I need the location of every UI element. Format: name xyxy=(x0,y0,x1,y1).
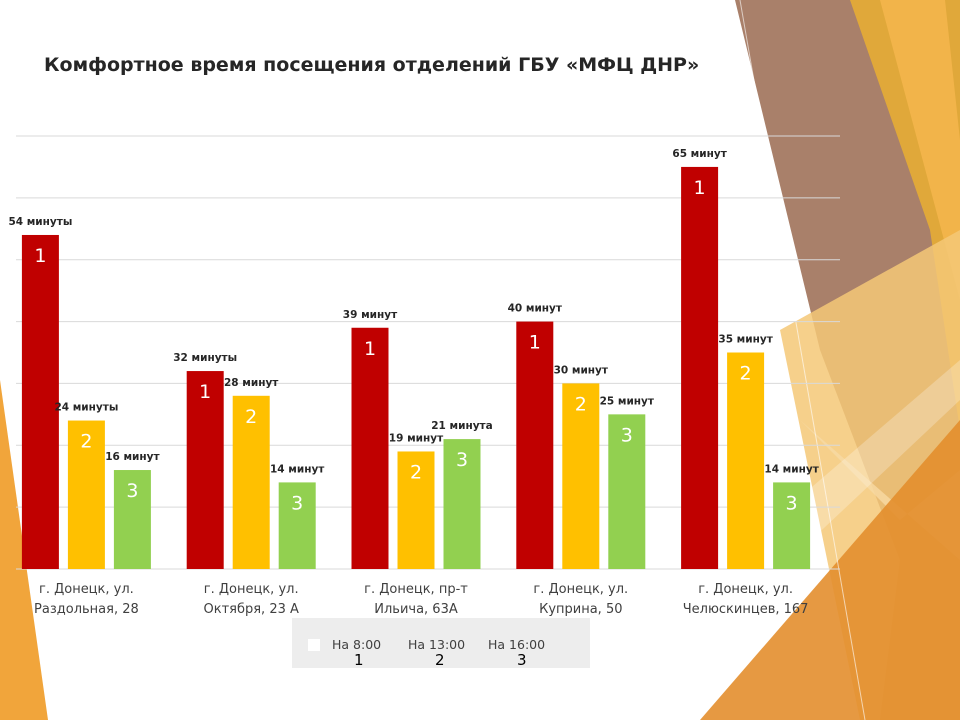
bar xyxy=(397,451,435,569)
bar-marker: 2 xyxy=(575,393,587,415)
bar-marker: 2 xyxy=(245,406,257,428)
category-label: г. Донецк, ул. xyxy=(698,582,793,597)
bar xyxy=(443,439,481,569)
bar-marker: 3 xyxy=(621,424,633,446)
bar-marker: 1 xyxy=(199,381,211,403)
data-label: 14 минут xyxy=(764,463,819,475)
bar-marker: 3 xyxy=(126,480,138,502)
bar xyxy=(727,352,765,569)
bar-marker: 1 xyxy=(364,338,376,360)
legend-item-8: На 8:00 xyxy=(332,637,382,652)
legend-marker-3: 3 xyxy=(517,651,527,669)
bar-marker: 3 xyxy=(456,449,468,471)
category-label: Куприна, 50 xyxy=(539,602,622,617)
data-label: 28 минут xyxy=(224,377,279,389)
data-label: 24 минуты xyxy=(54,402,118,414)
data-label: 14 минут xyxy=(270,463,325,475)
bar xyxy=(351,327,389,569)
bar xyxy=(21,234,59,569)
category-label: г. Донецк, пр-т xyxy=(364,582,468,597)
data-label: 21 минута xyxy=(431,420,492,432)
legend-item-16: На 16:00 xyxy=(488,637,546,652)
legend-swatch xyxy=(308,639,320,651)
data-label: 65 минут xyxy=(672,148,727,160)
bar xyxy=(67,420,105,569)
category-label: Ильича, 63А xyxy=(374,602,458,617)
bar-marker: 2 xyxy=(80,431,92,453)
bar-marker: 1 xyxy=(34,245,46,267)
legend-marker-2: 2 xyxy=(435,651,445,669)
data-label: 39 минут xyxy=(343,309,398,321)
category-label: г. Донецк, ул. xyxy=(204,582,299,597)
bar xyxy=(608,414,646,569)
bar xyxy=(186,371,224,569)
data-label: 32 минуты xyxy=(173,352,237,364)
category-label: Челюскинцев, 167 xyxy=(683,602,809,617)
legend-marker-1: 1 xyxy=(354,651,364,669)
bar-marker: 3 xyxy=(291,492,303,514)
chart-title: Комфортное время посещения отделений ГБУ… xyxy=(44,54,700,76)
bar xyxy=(773,482,811,569)
category-label: Октября, 23 А xyxy=(203,602,299,617)
data-label: 40 минут xyxy=(508,303,563,315)
bar-marker: 1 xyxy=(694,177,706,199)
bar xyxy=(562,383,600,569)
bar xyxy=(516,321,554,569)
bar xyxy=(681,166,719,569)
data-label: 25 минут xyxy=(600,395,655,407)
bar-marker: 2 xyxy=(410,461,422,483)
bar xyxy=(113,470,151,569)
bar-marker: 1 xyxy=(529,332,541,354)
data-label: 35 минут xyxy=(718,334,773,346)
data-label: 30 минут xyxy=(554,364,609,376)
bar-marker: 2 xyxy=(740,363,752,385)
bar-marker: 3 xyxy=(786,492,798,514)
legend-item-13: На 13:00 xyxy=(408,637,466,652)
data-label: 16 минут xyxy=(105,451,160,463)
bar xyxy=(232,395,270,569)
legend: На 8:00 На 13:00 На 16:00 1 2 3 xyxy=(292,618,590,669)
data-label: 19 минут xyxy=(389,432,444,444)
category-label: г. Донецк, ул. xyxy=(39,582,134,597)
category-label: г. Донецк, ул. xyxy=(533,582,628,597)
bar xyxy=(278,482,316,569)
category-label: Раздольная, 28 xyxy=(34,602,139,617)
data-label: 54 минуты xyxy=(8,216,72,228)
